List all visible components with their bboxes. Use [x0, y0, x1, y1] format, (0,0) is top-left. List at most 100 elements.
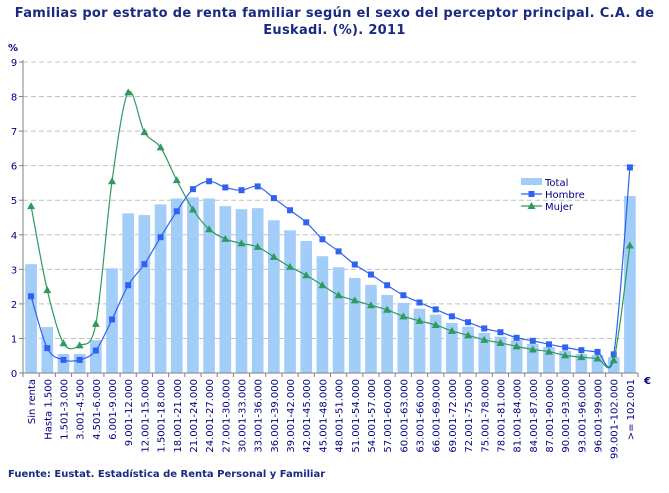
bar-total [429, 314, 442, 373]
bar-total [397, 302, 410, 373]
point-hombre [367, 271, 374, 278]
bar-total [607, 357, 620, 373]
point-hombre [335, 248, 342, 255]
x-tick-label: 93.001-96.000 [577, 379, 588, 453]
x-tick-label: 1.501-3.000 [59, 379, 70, 440]
x-tick-label: 81.001-84.000 [513, 379, 524, 453]
bar-total [57, 353, 70, 373]
bar-total [300, 240, 313, 373]
x-tick-label: 42.001-45.000 [302, 379, 313, 453]
bar-total [526, 343, 539, 373]
point-hombre [125, 282, 132, 289]
point-hombre [351, 261, 358, 268]
point-mujer [593, 354, 602, 362]
point-mujer [334, 291, 343, 299]
point-hombre [626, 164, 633, 171]
point-mujer [383, 305, 392, 313]
y-tick-label: 5 [11, 196, 17, 207]
bar-total [332, 267, 345, 373]
point-mujer [366, 301, 375, 309]
point-mujer [577, 353, 586, 361]
x-tick-label: 27.001-30.000 [221, 379, 232, 453]
x-tick-label: Sin renta [27, 379, 38, 424]
point-mujer [447, 326, 456, 334]
point-hombre [44, 345, 51, 352]
y-tick-label: 6 [11, 162, 17, 173]
point-hombre [432, 306, 439, 313]
x-tick-label: 96.001-99.000 [594, 379, 605, 453]
point-hombre [400, 292, 407, 299]
x-tick-label: 3.001-4.500 [76, 379, 87, 440]
point-mujer [480, 335, 489, 343]
point-mujer [75, 341, 84, 349]
bar-total [446, 322, 458, 373]
point-mujer [318, 281, 327, 289]
legend-label-hombre: Hombre [545, 190, 585, 201]
bar-total [251, 208, 264, 373]
point-hombre [60, 356, 67, 363]
point-hombre [92, 347, 99, 354]
y-tick-label: 1 [11, 334, 17, 345]
bar-total [575, 353, 588, 373]
point-hombre [76, 356, 83, 363]
point-mujer [188, 205, 197, 213]
x-tick-label: 51.001-54.000 [351, 379, 362, 453]
y-axis-label: % [8, 43, 18, 54]
x-tick-label: 36.001-39.000 [270, 379, 281, 453]
x-tick-label: 60.001-63.000 [399, 379, 410, 453]
point-mujer [350, 296, 359, 304]
point-hombre [562, 344, 569, 351]
point-mujer [561, 351, 570, 359]
point-hombre [206, 178, 213, 185]
chart-title: Familias por estrato de renta familiar s… [14, 6, 655, 38]
bar-total [462, 326, 474, 373]
x-tick-label: >= 102.001 [626, 379, 637, 440]
point-hombre [481, 325, 488, 332]
point-hombre [222, 184, 229, 191]
x-tick-label: 57.001-60.000 [383, 379, 394, 453]
point-mujer [156, 143, 165, 151]
point-hombre [578, 347, 585, 354]
x-tick-label: 39.001-42.000 [286, 379, 297, 453]
line-hombre [30, 167, 631, 368]
bar-total [170, 198, 183, 373]
bar-total [73, 353, 86, 373]
bar-total [122, 213, 135, 373]
point-mujer [43, 286, 52, 294]
y-tick-label: 3 [11, 265, 17, 276]
bar-total [365, 284, 377, 373]
y-tick-label: 8 [11, 93, 17, 104]
x-axis-label: € [643, 376, 651, 387]
point-mujer [59, 339, 68, 347]
point-hombre [545, 341, 552, 348]
bar-total [138, 215, 151, 373]
bar-total [494, 336, 507, 373]
point-mujer [269, 252, 278, 260]
y-tick-label: 0 [11, 369, 17, 380]
point-mujer [172, 176, 181, 184]
legend-marker-mujer [527, 202, 536, 209]
point-mujer [91, 319, 100, 327]
point-hombre [287, 207, 294, 214]
y-tick-label: 9 [11, 58, 17, 69]
x-tick-label: 6.001-9.000 [108, 379, 119, 440]
point-mujer [237, 239, 246, 247]
point-hombre [497, 329, 504, 336]
bar-total [478, 332, 491, 373]
line-mujer [30, 90, 631, 369]
x-tick-label: 72.001-75.000 [464, 379, 475, 453]
point-hombre [384, 282, 391, 289]
bar-total [90, 340, 102, 373]
bar-total [203, 198, 215, 373]
point-mujer [464, 331, 473, 339]
point-mujer [205, 225, 214, 233]
x-tick-label: 18.001-21.000 [173, 379, 184, 453]
legend-marker-hombre [528, 191, 535, 197]
bar-total [624, 196, 636, 373]
point-hombre [416, 299, 423, 306]
bar-total [187, 197, 199, 373]
x-tick-label: 9.001-12.000 [124, 379, 135, 446]
point-mujer [253, 242, 262, 250]
bar-total [543, 347, 555, 373]
point-hombre [448, 313, 455, 320]
